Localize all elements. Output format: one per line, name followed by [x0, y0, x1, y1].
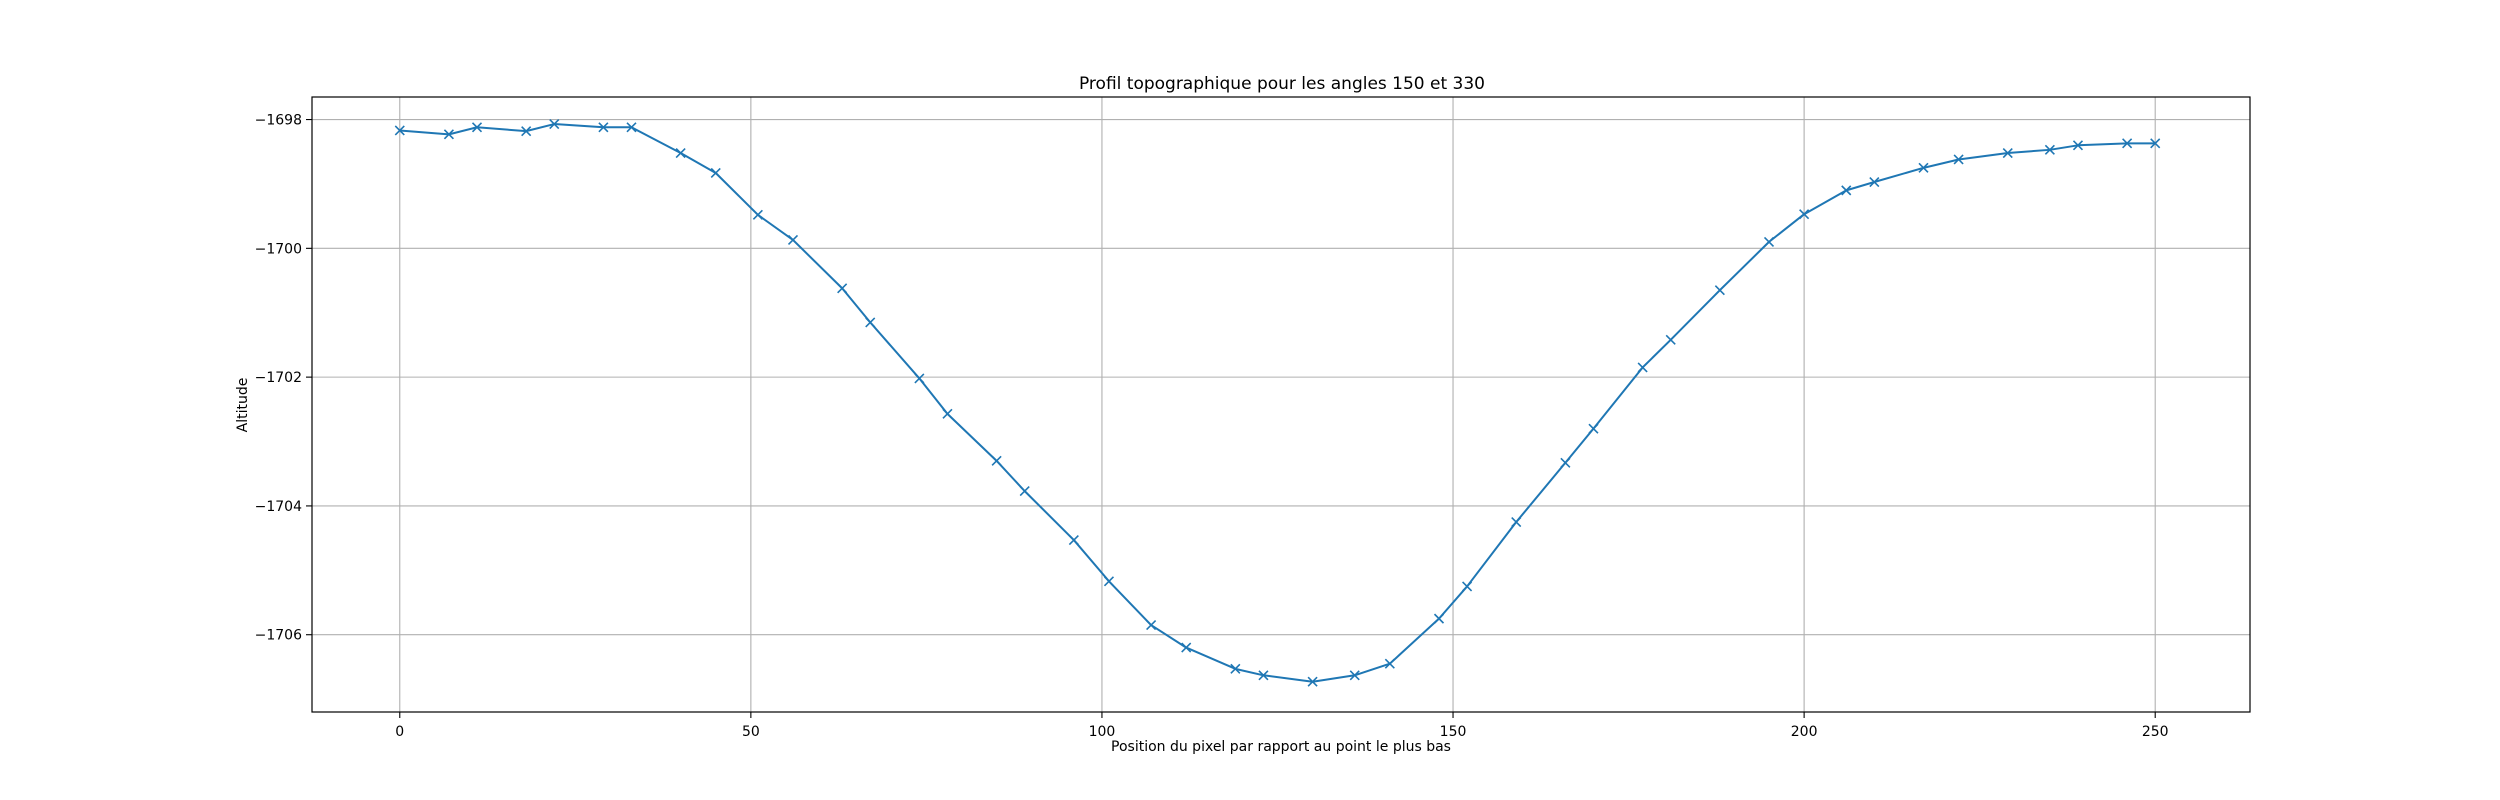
y-tick-label: −1702	[255, 370, 302, 386]
data-point-marker	[1763, 236, 1775, 247]
grid-lines	[312, 97, 2250, 712]
data-point-marker	[1146, 619, 1157, 631]
data-point-marker	[2044, 144, 2055, 155]
data-point-marker	[626, 122, 637, 133]
data-point-marker	[1307, 676, 1318, 687]
data-point-marker	[549, 118, 560, 130]
data-point-marker	[710, 167, 721, 179]
data-point-marker	[787, 234, 799, 246]
y-tick-label: −1706	[255, 628, 302, 644]
data-point-marker	[1869, 176, 1880, 188]
data-series	[394, 118, 2161, 687]
data-point-marker	[598, 122, 609, 133]
data-point-marker	[1665, 334, 1676, 345]
x-tick-label: 100	[1089, 724, 1116, 740]
data-point-marker	[1103, 576, 1115, 587]
x-axis-title: Position du pixel par rapport au point l…	[1111, 739, 1451, 755]
y-tick-label: −1698	[255, 113, 302, 129]
data-point-marker	[1181, 642, 1192, 653]
y-axis-title: Altitude	[235, 378, 251, 433]
data-point-marker	[865, 317, 876, 328]
data-point-marker	[1560, 457, 1571, 468]
chart-title: Profil topographique pour les angles 150…	[1079, 74, 1485, 94]
x-tick-label: 200	[1791, 724, 1818, 740]
data-point-marker	[752, 209, 763, 220]
data-point-marker	[1841, 185, 1852, 196]
data-point-marker	[394, 125, 405, 136]
data-point-marker	[942, 408, 953, 419]
x-tick-label: 0	[395, 724, 404, 740]
data-point-marker	[1799, 209, 1810, 220]
data-point-marker	[991, 455, 1002, 466]
data-point-marker	[2122, 138, 2133, 149]
data-point-marker	[1918, 162, 1929, 173]
data-point-marker	[1588, 423, 1599, 434]
y-tick-label: −1700	[255, 241, 302, 257]
data-point-marker	[443, 129, 454, 140]
data-point-marker	[1068, 534, 1079, 546]
data-point-marker	[837, 283, 848, 294]
x-tick-label: 50	[742, 724, 760, 740]
data-point-marker	[1019, 486, 1030, 497]
data-point-marker	[1433, 613, 1445, 624]
data-point-marker	[675, 147, 686, 159]
y-tick-label: −1704	[255, 499, 302, 515]
data-point-marker	[1637, 362, 1648, 373]
data-point-marker	[1714, 285, 1725, 296]
data-point-marker	[2072, 140, 2084, 151]
data-point-marker	[521, 126, 532, 137]
x-tick-label: 150	[1440, 724, 1467, 740]
data-point-marker	[471, 122, 483, 133]
data-point-marker	[1462, 581, 1473, 592]
data-point-marker	[1511, 516, 1522, 528]
axis-ticks: 0 50 100 150 200 250 −1698 −1700 −1702 −1704 −1706	[255, 113, 2169, 740]
data-point-marker	[1384, 658, 1395, 669]
data-point-marker	[1953, 154, 1964, 165]
x-tick-label: 250	[2142, 724, 2169, 740]
data-point-marker	[914, 373, 925, 384]
plot-area-frame	[311, 96, 2251, 713]
data-point-marker	[1349, 670, 1360, 681]
data-point-marker	[2002, 147, 2013, 159]
data-point-marker	[2150, 138, 2161, 149]
data-point-marker	[1230, 663, 1241, 674]
data-point-marker	[1258, 670, 1269, 681]
